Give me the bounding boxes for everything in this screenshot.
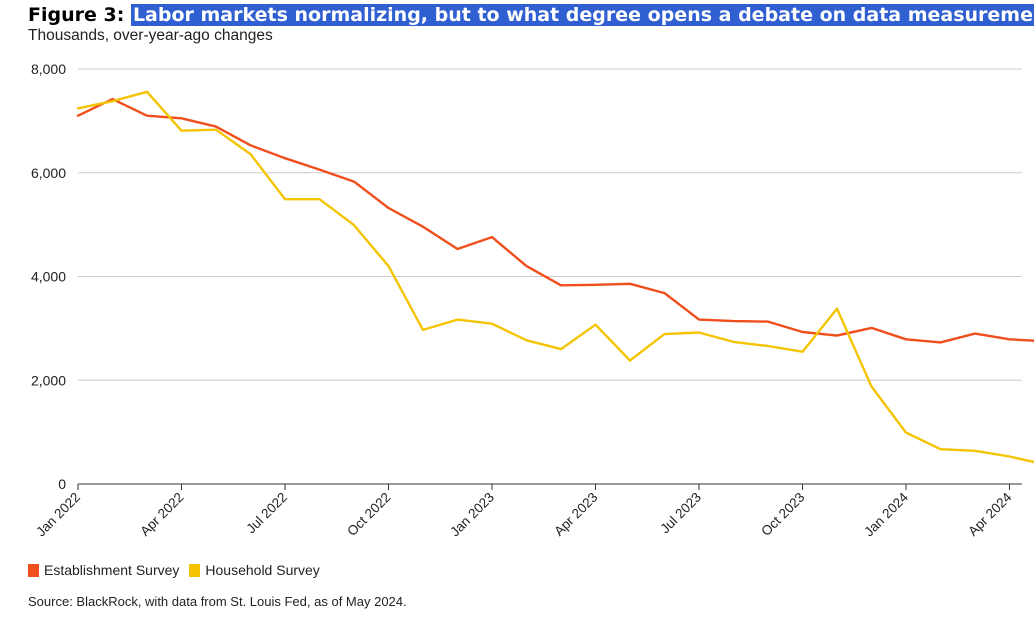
y-tick-label: 6,000 bbox=[31, 165, 66, 181]
y-tick-label: 2,000 bbox=[31, 372, 66, 388]
x-tick-label: Jan 2022 bbox=[33, 490, 83, 540]
series-line-household bbox=[76, 90, 1034, 464]
series-layer bbox=[76, 90, 1034, 464]
grid-layer bbox=[78, 68, 1022, 485]
source-note: Source: BlackRock, with data from St. Lo… bbox=[28, 594, 407, 609]
legend-swatch-household bbox=[189, 563, 201, 577]
x-tick-label: Apr 2023 bbox=[551, 490, 600, 539]
y-tick-label: 0 bbox=[58, 476, 66, 492]
chart-title: Figure 3: Labor markets normalizing, but… bbox=[28, 4, 1034, 26]
x-tick-label: Oct 2023 bbox=[758, 490, 807, 539]
chart-subtitle: Thousands, over-year-ago changes bbox=[28, 27, 273, 44]
legend-label-establishment: Establishment Survey bbox=[44, 562, 180, 578]
y-tick-label: 8,000 bbox=[31, 61, 66, 77]
title-text: Labor markets normalizing, but to what d… bbox=[130, 4, 1034, 26]
figure-label: Figure 3: bbox=[28, 4, 125, 26]
x-tick-label: Jul 2022 bbox=[243, 490, 290, 537]
legend-swatch-establishment bbox=[28, 563, 39, 577]
x-tick-label: Jan 2024 bbox=[861, 489, 911, 539]
y-tick-label: 4,000 bbox=[31, 269, 66, 285]
legend-label-household: Household Survey bbox=[205, 562, 320, 578]
legend-item-establishment: Establishment Survey bbox=[28, 562, 179, 578]
series-line-establishment bbox=[76, 97, 1034, 344]
legend-item-household: Household Survey bbox=[189, 562, 320, 578]
x-tick-label: Jul 2023 bbox=[657, 490, 704, 537]
y-axis-ticks: 0 2,000 4,000 6,000 8,000 bbox=[31, 61, 66, 492]
x-axis-ticks: Jan 2022 Apr 2022 Jul 2022 Oct 2022 Jan 2023… bbox=[33, 484, 1015, 539]
x-tick-label: Apr 2024 bbox=[965, 489, 1015, 539]
legend: Establishment Survey Household Survey bbox=[28, 562, 330, 578]
x-tick-label: Oct 2022 bbox=[344, 490, 393, 539]
x-tick-label: Apr 2022 bbox=[137, 490, 186, 539]
x-tick-label: Jan 2023 bbox=[447, 490, 497, 540]
